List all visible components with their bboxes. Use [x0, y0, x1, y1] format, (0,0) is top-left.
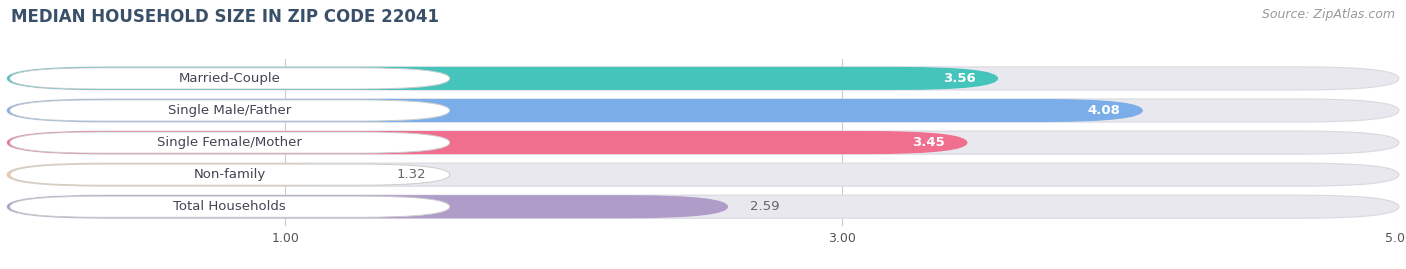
FancyBboxPatch shape [7, 163, 374, 186]
FancyBboxPatch shape [7, 131, 967, 154]
FancyBboxPatch shape [7, 99, 1143, 122]
FancyBboxPatch shape [7, 195, 728, 218]
FancyBboxPatch shape [10, 100, 450, 121]
Text: Married-Couple: Married-Couple [179, 72, 281, 85]
Text: 3.45: 3.45 [912, 136, 945, 149]
Text: 3.56: 3.56 [943, 72, 976, 85]
Text: Single Male/Father: Single Male/Father [169, 104, 291, 117]
FancyBboxPatch shape [10, 68, 450, 89]
FancyBboxPatch shape [10, 132, 450, 153]
FancyBboxPatch shape [7, 163, 1399, 186]
Text: Total Households: Total Households [173, 200, 285, 213]
FancyBboxPatch shape [10, 196, 450, 217]
FancyBboxPatch shape [7, 195, 1399, 218]
Text: Single Female/Mother: Single Female/Mother [157, 136, 302, 149]
FancyBboxPatch shape [7, 67, 1399, 90]
Text: Source: ZipAtlas.com: Source: ZipAtlas.com [1261, 8, 1395, 21]
Text: 1.32: 1.32 [396, 168, 426, 181]
Text: 2.59: 2.59 [751, 200, 780, 213]
FancyBboxPatch shape [7, 67, 998, 90]
FancyBboxPatch shape [7, 131, 1399, 154]
FancyBboxPatch shape [10, 164, 450, 185]
Text: MEDIAN HOUSEHOLD SIZE IN ZIP CODE 22041: MEDIAN HOUSEHOLD SIZE IN ZIP CODE 22041 [11, 8, 439, 26]
Text: Non-family: Non-family [194, 168, 266, 181]
Text: 4.08: 4.08 [1088, 104, 1121, 117]
FancyBboxPatch shape [7, 99, 1399, 122]
